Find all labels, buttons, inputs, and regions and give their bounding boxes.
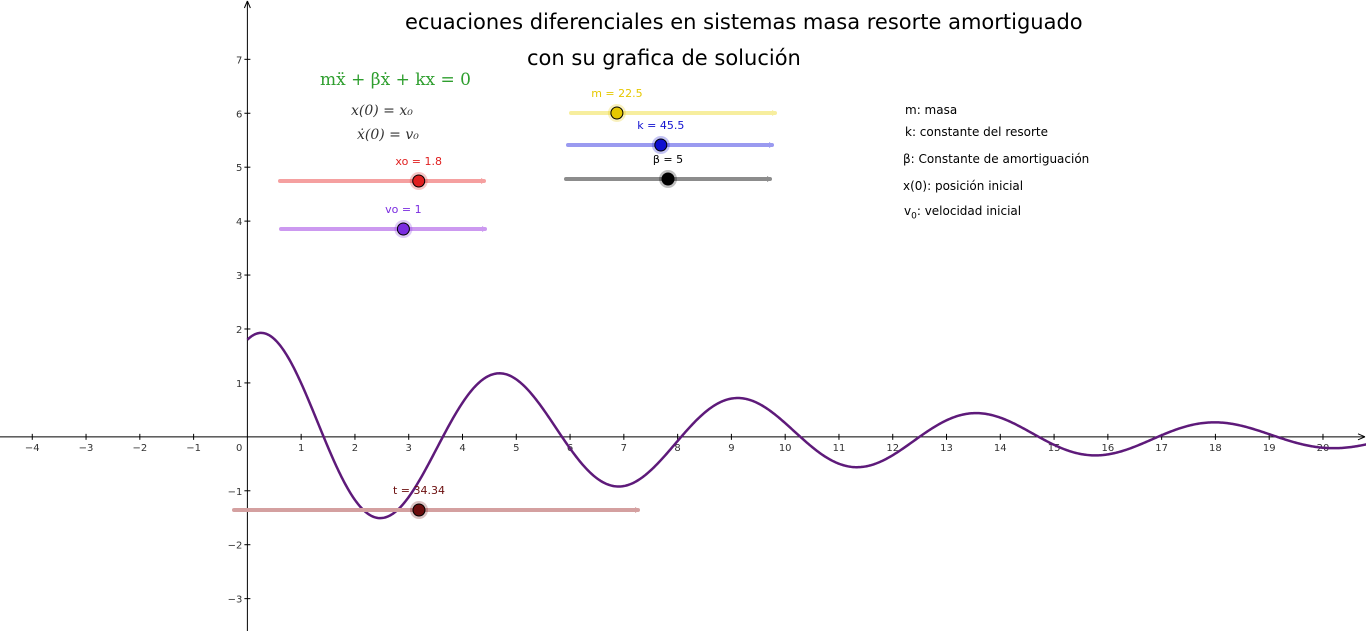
y-tick-label: −1 — [228, 487, 243, 498]
x-tick-label: −1 — [186, 443, 201, 454]
slider-vo-arrow — [482, 226, 487, 232]
x-tick-label: −2 — [132, 443, 147, 454]
x-tick-label: 13 — [940, 443, 953, 454]
title-line-2: con su grafica de solución — [527, 46, 801, 70]
slider-vo-label: vo = 1 — [385, 203, 421, 216]
x-tick-label: 1 — [298, 443, 304, 454]
geogebra-canvas: −4 −3 −2 −1 1 2 3 4 5 6 7 8 9 10 11 12 13 14 15 16 17 18 19 20−… — [0, 0, 1366, 631]
slider-xo-arrow — [481, 178, 486, 184]
slider-beta-arrow — [767, 176, 772, 182]
y-tick-label: 1 — [236, 379, 242, 390]
slider-t-knob[interactable] — [413, 504, 425, 516]
initial-velocity-condition: ẋ(0) = v₀ — [357, 127, 419, 143]
slider-k-knob[interactable] — [655, 139, 667, 151]
x-tick-label: 2 — [352, 443, 358, 454]
x-tick-label: 10 — [779, 443, 792, 454]
slider-t-label: t = 34.34 — [393, 484, 445, 497]
slider-m-knob[interactable] — [611, 107, 623, 119]
y-tick-label: 3 — [236, 271, 242, 282]
y-tick-label: 6 — [236, 109, 242, 120]
x-tick-label: −3 — [79, 443, 94, 454]
differential-equation: mẍ + βẋ + kx = 0 — [320, 70, 471, 90]
graph-view: −4 −3 −2 −1 1 2 3 4 5 6 7 8 9 10 11 12 13 14 15 16 17 18 19 20−… — [0, 0, 1366, 631]
initial-position-condition: x(0) = x₀ — [351, 103, 413, 119]
y-tick-label: 5 — [236, 163, 242, 174]
x-tick-label: 9 — [728, 443, 734, 454]
slider-beta-knob[interactable] — [662, 173, 674, 185]
slider-vo-knob[interactable] — [397, 223, 409, 235]
y-tick-label: 2 — [236, 325, 242, 336]
slider-xo-knob[interactable] — [413, 175, 425, 187]
slider-k-label: k = 45.5 — [637, 119, 684, 132]
slider-beta-label: β = 5 — [653, 153, 683, 166]
legend-v0: v0: velocidad inicial — [904, 204, 1021, 221]
x-tick-label: 11 — [833, 443, 846, 454]
legend-m: m: masa — [905, 103, 957, 117]
x-tick-label: 3 — [406, 443, 412, 454]
legend-x0: x(0): posición inicial — [903, 179, 1023, 193]
slider-m-label: m = 22.5 — [591, 87, 642, 100]
slider-k-arrow — [769, 142, 774, 148]
y-tick-label: −2 — [228, 541, 243, 552]
legend-k: k: constante del resorte — [905, 125, 1048, 139]
title-line-1: ecuaciones diferenciales en sistemas mas… — [405, 10, 1083, 34]
x-tick-label: 18 — [1209, 443, 1222, 454]
x-tick-label: 7 — [621, 443, 627, 454]
slider-t-arrow — [635, 507, 640, 513]
y-tick-label: 7 — [236, 55, 242, 66]
x-tick-label: 5 — [513, 443, 519, 454]
origin-label: 0 — [236, 443, 242, 454]
x-tick-label: 17 — [1155, 443, 1168, 454]
y-tick-label: 4 — [236, 217, 242, 228]
x-tick-label: 16 — [1101, 443, 1114, 454]
slider-xo-label: xo = 1.8 — [395, 155, 442, 168]
slider-m-arrow — [772, 110, 777, 116]
y-tick-label: −3 — [228, 595, 243, 606]
legend-beta: β: Constante de amortiguación — [903, 152, 1089, 166]
x-tick-label: 14 — [994, 443, 1007, 454]
x-tick-label: −4 — [25, 443, 40, 454]
x-tick-label: 19 — [1263, 443, 1276, 454]
x-tick-label: 4 — [459, 443, 465, 454]
